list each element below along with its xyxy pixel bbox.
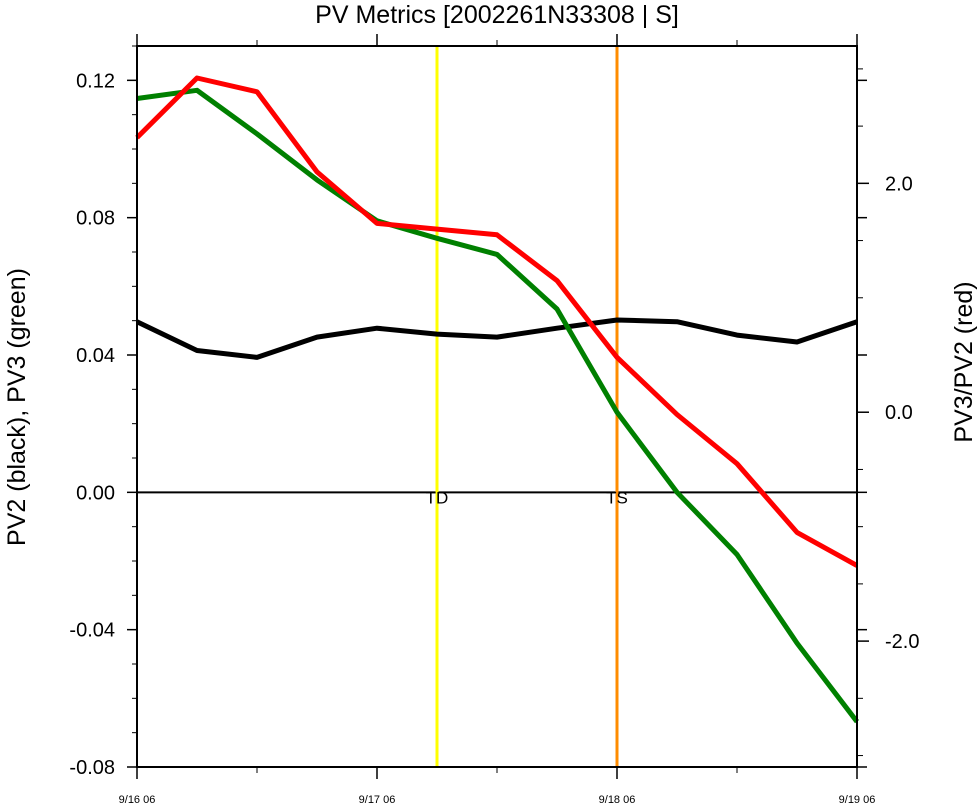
chart-title: PV Metrics [2002261N33308 | S] [315, 1, 679, 29]
y-tick-label-left: 0.12 [76, 70, 115, 92]
y-tick-label-left: 0.04 [76, 345, 115, 367]
series-line-0 [135, 317, 858, 360]
plot-frame [136, 45, 858, 768]
y-tick-label-right: 0.0 [885, 402, 913, 424]
y-tick-label-right: 2.0 [885, 173, 913, 195]
x-tick-label: 9/19 06 [839, 794, 876, 805]
series-line-1 [136, 87, 859, 724]
y-axis-label-left: PV2 (black), PV3 (green) [3, 268, 31, 546]
y-tick-label-left: 0.08 [76, 208, 115, 230]
series-line-2 [135, 75, 859, 568]
y-axis-label-right: PV3/PV2 (red) [950, 281, 978, 442]
marker-label-ts: TS [606, 488, 628, 507]
x-tick-label: 9/18 06 [599, 794, 636, 805]
marker-label-td: TD [426, 488, 449, 507]
x-tick-label: 9/17 06 [359, 794, 396, 805]
y-tick-label-right: -2.0 [885, 631, 919, 653]
y-tick-label-left: -0.04 [69, 620, 115, 642]
y-tick-label-left: 0.00 [76, 482, 115, 504]
plot-area: TD TS -0.08 -0.04 0.00 0.04 0.08 0.12 -2.0 0.0 2.0… [69, 34, 919, 805]
y-tick-label-left: -0.08 [69, 757, 115, 779]
x-tick-label: 9/16 06 [119, 794, 156, 805]
